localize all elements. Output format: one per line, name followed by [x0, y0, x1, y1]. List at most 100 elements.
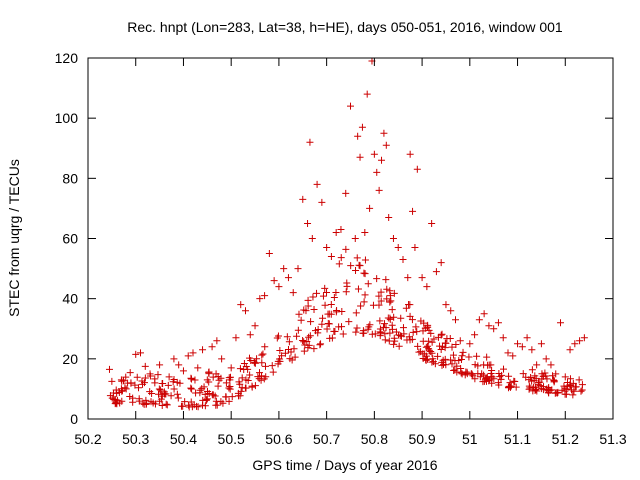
data-point	[261, 362, 269, 370]
data-point	[413, 165, 421, 173]
data-point	[455, 356, 463, 364]
data-point	[406, 150, 414, 158]
data-point	[330, 293, 338, 301]
data-point	[122, 385, 130, 393]
data-point	[251, 322, 259, 330]
data-point	[287, 348, 295, 356]
data-point	[209, 373, 217, 381]
data-point	[338, 323, 346, 331]
data-point	[388, 321, 396, 329]
data-point	[253, 355, 261, 363]
x-tick-label: 51	[462, 431, 478, 447]
y-tick-label: 120	[55, 50, 79, 66]
data-point	[327, 253, 335, 261]
data-point	[248, 382, 256, 390]
data-point	[222, 379, 230, 387]
data-point	[428, 219, 436, 227]
data-point	[387, 297, 395, 305]
data-point	[563, 378, 571, 386]
data-point	[413, 328, 421, 336]
data-point	[358, 123, 366, 131]
data-point	[392, 328, 400, 336]
data-point	[359, 327, 367, 335]
data-point	[394, 244, 402, 252]
data-point	[323, 288, 331, 296]
data-point	[306, 138, 314, 146]
data-point	[184, 352, 192, 360]
data-point	[268, 362, 276, 370]
data-point	[167, 392, 175, 400]
data-point	[244, 365, 252, 373]
data-point	[561, 373, 569, 381]
data-point	[244, 376, 252, 384]
data-point	[347, 102, 354, 110]
data-point	[449, 351, 457, 359]
data-point	[528, 366, 536, 374]
data-point	[369, 301, 377, 309]
x-tick-label: 50.7	[313, 431, 340, 447]
data-point	[256, 295, 264, 303]
data-point	[310, 306, 318, 314]
x-tick-label: 51.2	[552, 431, 579, 447]
data-point	[490, 325, 498, 333]
data-point	[118, 387, 126, 395]
data-point	[448, 343, 456, 351]
data-point	[382, 276, 390, 284]
data-point	[187, 398, 195, 406]
data-point	[142, 396, 150, 404]
data-point	[304, 302, 312, 310]
data-point	[127, 379, 135, 387]
data-point	[187, 374, 195, 382]
data-point	[132, 350, 140, 358]
data-point	[352, 266, 360, 274]
data-point	[347, 262, 355, 270]
data-point	[274, 360, 282, 368]
data-point	[375, 186, 383, 194]
data-point	[333, 306, 341, 314]
data-point	[542, 355, 550, 363]
data-point	[165, 373, 173, 381]
data-point	[458, 352, 466, 360]
data-point	[570, 387, 578, 395]
data-point	[247, 357, 255, 365]
data-point	[468, 370, 476, 378]
data-point	[487, 370, 495, 378]
data-point	[480, 310, 488, 318]
data-point	[323, 325, 331, 333]
data-point	[375, 292, 383, 300]
data-point	[475, 316, 483, 324]
data-point	[498, 371, 506, 379]
data-point	[373, 168, 381, 176]
x-axis-title: GPS time / Days of year 2016	[252, 457, 437, 473]
data-point	[169, 378, 177, 386]
data-point	[170, 385, 178, 393]
data-point	[409, 207, 417, 215]
data-point	[318, 320, 326, 328]
data-point	[108, 377, 116, 385]
data-point	[536, 382, 544, 390]
data-point	[174, 394, 182, 402]
data-point	[537, 340, 545, 348]
axes: 50.2 50.3 50.4 50.5 50.6 50.7 50.8 50.9 51 51.1 51…	[55, 50, 627, 447]
data-point	[382, 141, 390, 149]
data-point	[434, 352, 442, 360]
data-point	[423, 352, 431, 360]
data-point	[318, 198, 326, 206]
data-point	[504, 349, 512, 357]
data-point	[321, 301, 329, 309]
data-point	[389, 235, 397, 242]
data-point	[558, 386, 566, 394]
x-tick-label: 50.9	[408, 431, 435, 447]
data-point	[360, 298, 368, 306]
data-point	[273, 334, 281, 342]
data-point	[342, 245, 350, 253]
data-point	[283, 333, 291, 341]
data-point	[319, 314, 327, 322]
data-point	[424, 323, 432, 331]
data-point	[113, 400, 121, 408]
data-point	[332, 289, 340, 297]
data-point	[543, 375, 551, 383]
data-point	[251, 359, 259, 367]
data-point	[471, 331, 479, 339]
